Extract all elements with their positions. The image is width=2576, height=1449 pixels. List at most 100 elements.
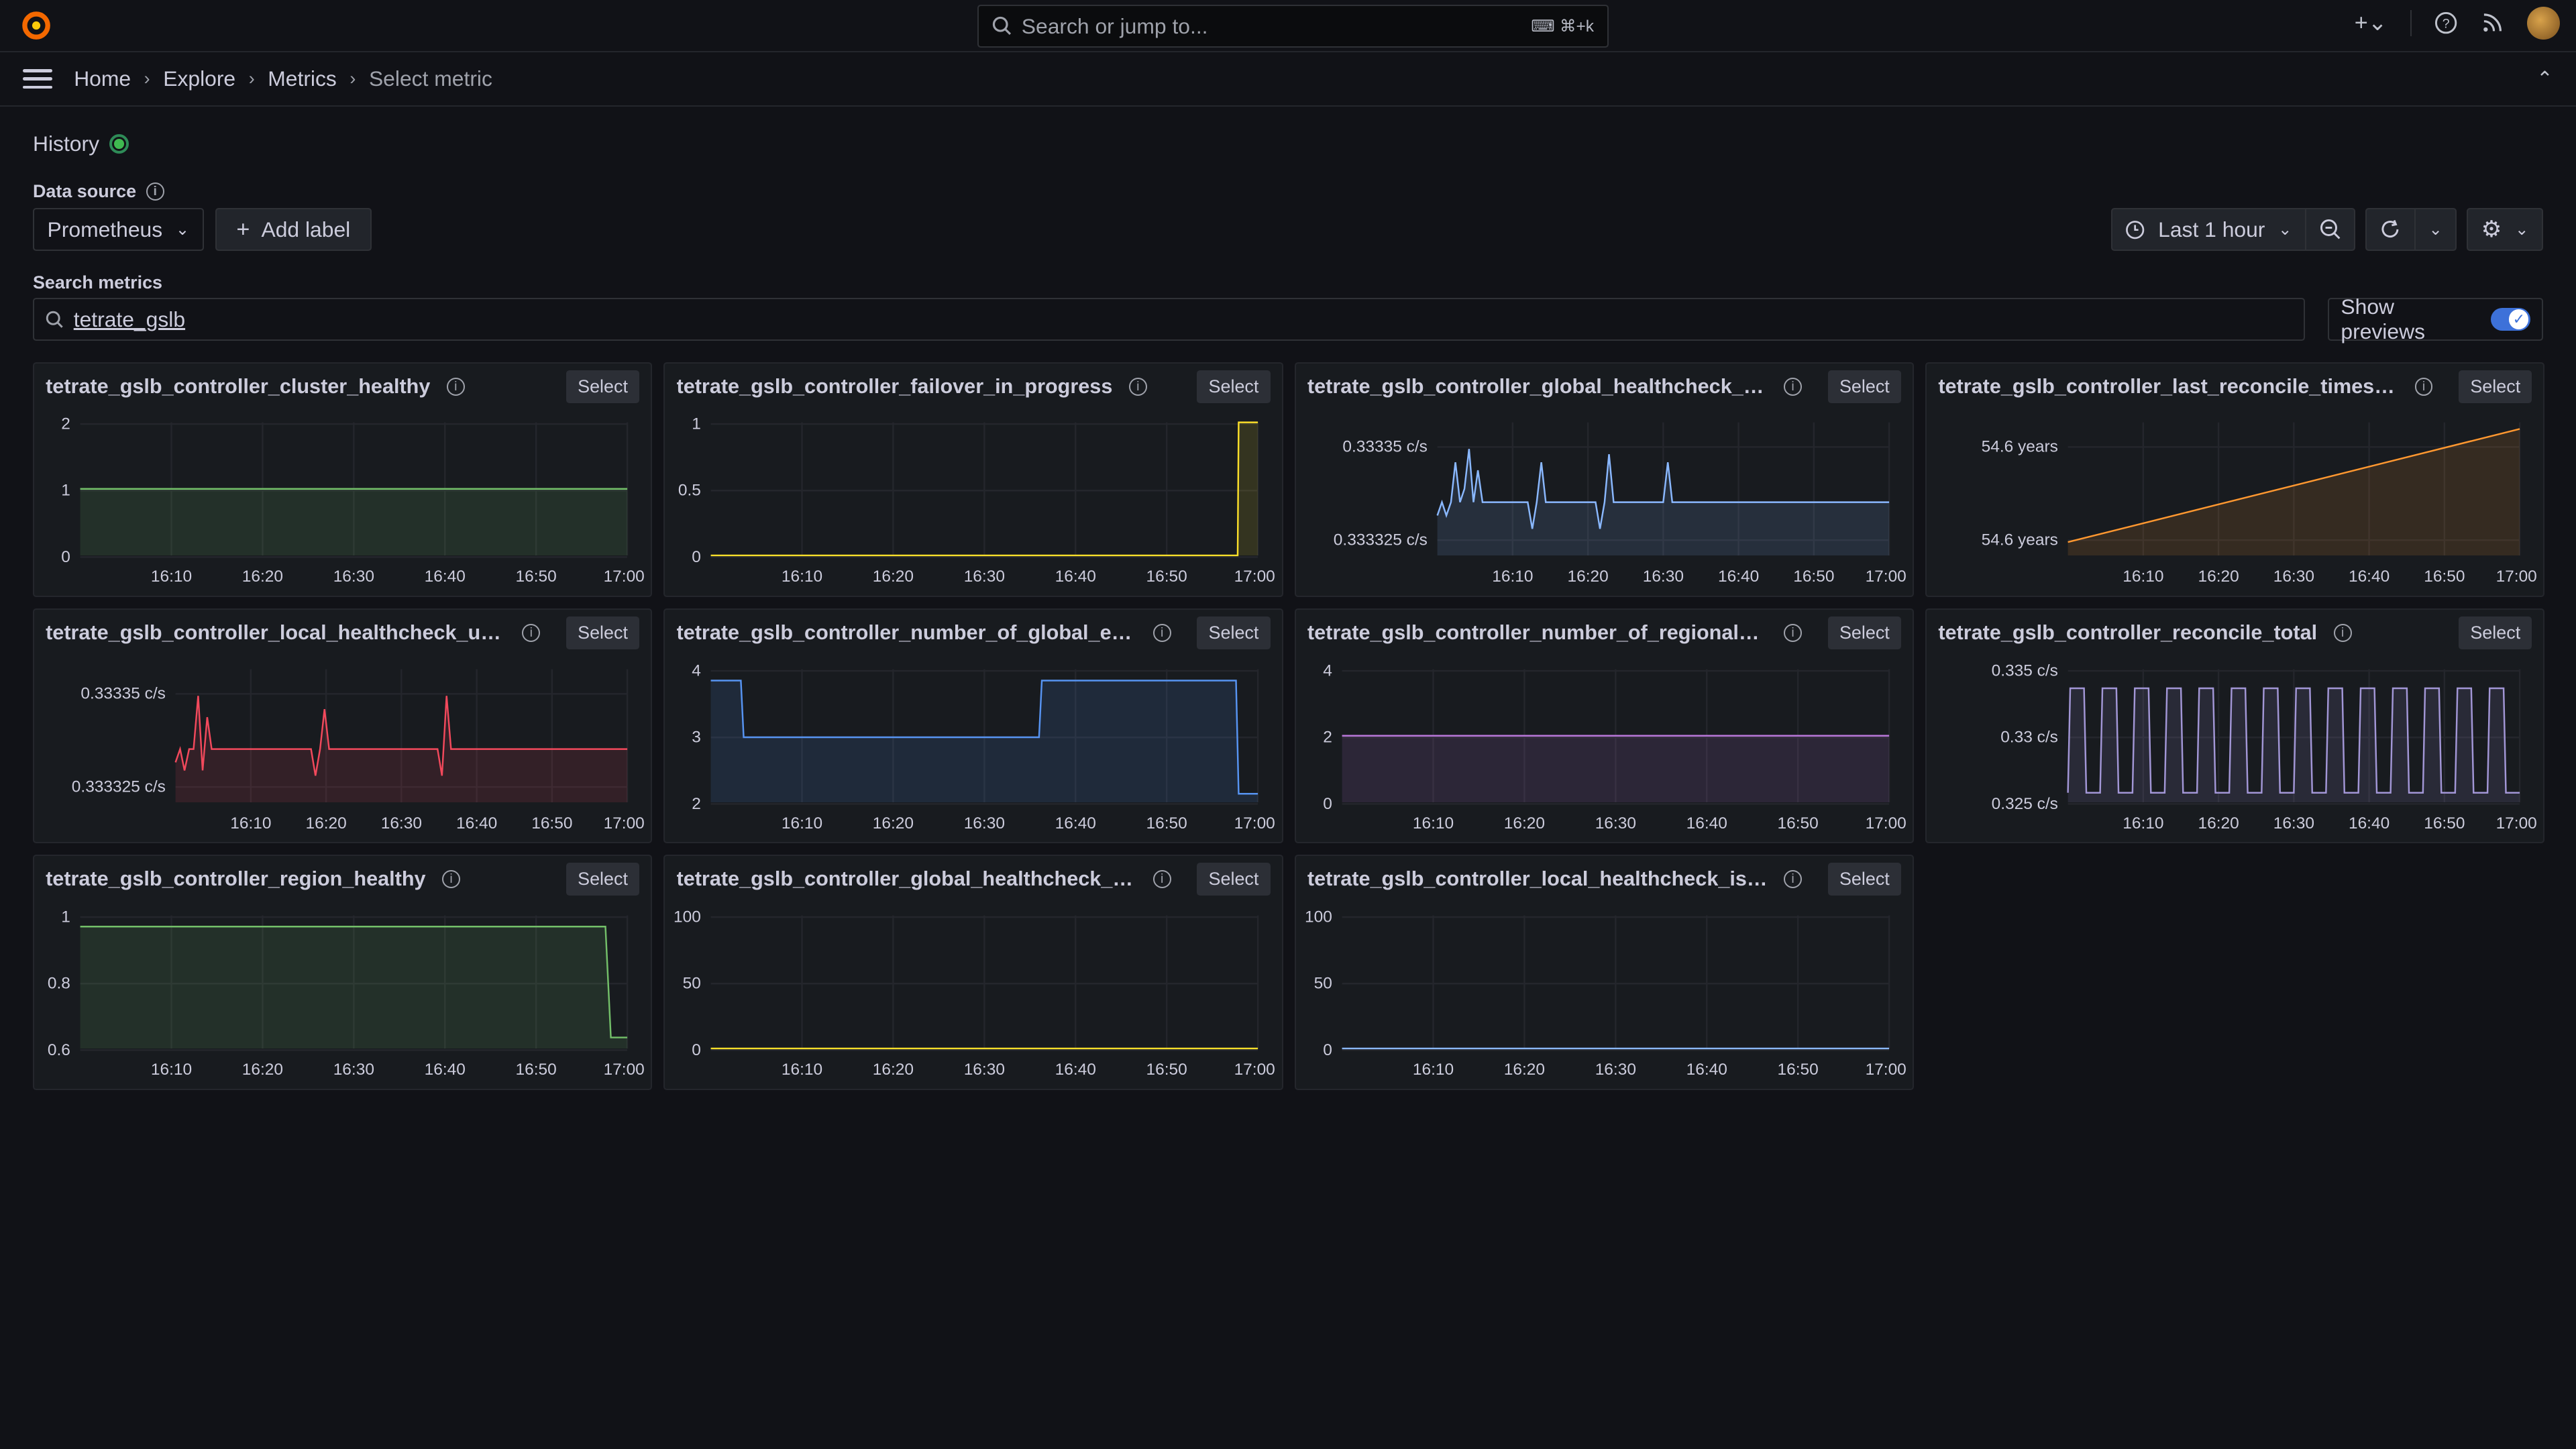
x-tick-label: 16:40 bbox=[1718, 568, 1759, 586]
x-tick-label: 16:40 bbox=[425, 568, 466, 586]
history-toggle[interactable]: History bbox=[33, 131, 2543, 156]
global-search-input[interactable]: Search or jump to... ⌨ ⌘+k bbox=[977, 5, 1609, 48]
select-button[interactable]: Select bbox=[2459, 370, 2532, 403]
settings-menu[interactable]: ⚙ ⌄ bbox=[2467, 208, 2544, 252]
y-tick-label: 0 bbox=[1323, 1041, 1332, 1059]
show-previews-toggle[interactable]: Show previews bbox=[2328, 294, 2544, 343]
y-tick-label: 2 bbox=[692, 794, 702, 812]
breadcrumb-explore[interactable]: Explore bbox=[163, 66, 236, 91]
panel-header: tetrate_gslb_controller_cluster_healthy i… bbox=[34, 364, 651, 410]
refresh-picker: ⌄ bbox=[2365, 208, 2457, 252]
chart: 2 1 0 16:10 16:20 16:30 16:40 16:50 17:00 bbox=[61, 415, 645, 586]
svg-text:?: ? bbox=[2443, 17, 2450, 32]
x-tick-label: 16:10 bbox=[230, 814, 271, 833]
history-status-icon bbox=[109, 133, 129, 154]
menu-icon[interactable] bbox=[23, 69, 53, 89]
select-button[interactable]: Select bbox=[1827, 616, 1901, 649]
x-tick-label: 17:00 bbox=[604, 814, 645, 833]
plus-icon[interactable]: +⌄ bbox=[2354, 10, 2387, 36]
info-icon[interactable]: i bbox=[446, 377, 465, 396]
select-button[interactable]: Select bbox=[566, 370, 640, 403]
y-tick-label: 0.6 bbox=[48, 1041, 70, 1059]
help-icon[interactable]: ? bbox=[2434, 11, 2457, 34]
x-tick-label: 16:50 bbox=[516, 568, 557, 586]
x-tick-label: 16:30 bbox=[333, 568, 374, 586]
series-line[interactable] bbox=[1436, 449, 1889, 529]
search-row: tetrate_gslb Show previews bbox=[32, 294, 2544, 343]
x-tick-label: 17:00 bbox=[604, 1061, 645, 1079]
zoom-out-button[interactable] bbox=[2305, 209, 2354, 250]
chevron-down-icon: ⌄ bbox=[175, 221, 190, 239]
select-button[interactable]: Select bbox=[566, 863, 640, 896]
breadcrumb-home[interactable]: Home bbox=[74, 66, 131, 91]
refresh-button[interactable] bbox=[2367, 209, 2414, 250]
panel-header: tetrate_gslb_controller_local_healthchec… bbox=[34, 610, 651, 656]
breadcrumb-metrics[interactable]: Metrics bbox=[268, 66, 337, 91]
select-button[interactable]: Select bbox=[1197, 370, 1271, 403]
x-tick-label: 16:50 bbox=[1777, 1061, 1818, 1079]
metrics-grid: tetrate_gslb_controller_cluster_healthy i… bbox=[32, 362, 2545, 1090]
x-tick-label: 17:00 bbox=[1234, 814, 1275, 833]
rss-icon[interactable] bbox=[2481, 11, 2504, 34]
info-icon[interactable]: i bbox=[1784, 377, 1803, 396]
y-tick-label: 0.325 c/s bbox=[1992, 794, 2058, 812]
settings-button[interactable]: ⚙ ⌄ bbox=[2468, 209, 2542, 250]
info-icon[interactable]: i bbox=[1784, 870, 1803, 889]
x-tick-label: 16:10 bbox=[2123, 814, 2163, 833]
x-tick-label: 16:50 bbox=[1146, 1061, 1187, 1079]
y-tick-label: 3 bbox=[692, 728, 702, 746]
y-tick-label: 0.333325 c/s bbox=[72, 777, 166, 796]
x-tick-label: 16:20 bbox=[305, 814, 346, 833]
select-button[interactable]: Select bbox=[1827, 863, 1901, 896]
x-tick-label: 16:30 bbox=[1595, 1061, 1635, 1079]
info-icon[interactable]: i bbox=[1152, 623, 1171, 642]
x-tick-label: 16:20 bbox=[873, 1061, 914, 1079]
info-icon[interactable]: i bbox=[1128, 377, 1147, 396]
metric-panel: tetrate_gslb_controller_local_healthchec… bbox=[32, 608, 653, 844]
top-bar: Search or jump to... ⌨ ⌘+k +⌄ ? bbox=[0, 0, 2576, 53]
select-button[interactable]: Select bbox=[1197, 863, 1271, 896]
info-icon[interactable]: i bbox=[1784, 623, 1803, 642]
metric-panel: tetrate_gslb_controller_cluster_healthy i… bbox=[32, 362, 653, 597]
select-button[interactable]: Select bbox=[566, 616, 640, 649]
add-label-button[interactable]: + Add label bbox=[215, 208, 372, 252]
toggle-switch[interactable] bbox=[2490, 307, 2530, 331]
select-button[interactable]: Select bbox=[1827, 370, 1901, 403]
series-line[interactable] bbox=[2067, 687, 2520, 794]
plus-icon: + bbox=[236, 216, 250, 242]
metric-panel: tetrate_gslb_controller_failover_in_prog… bbox=[663, 362, 1283, 597]
info-icon[interactable]: i bbox=[2333, 623, 2352, 642]
y-tick-label: 0.333325 c/s bbox=[1334, 531, 1428, 549]
series-line[interactable] bbox=[710, 421, 1258, 557]
metric-search-value: tetrate_gslb bbox=[73, 307, 186, 331]
info-icon[interactable]: i bbox=[1152, 870, 1171, 889]
chevron-down-icon: ⌄ bbox=[2514, 221, 2529, 239]
x-tick-label: 17:00 bbox=[1865, 814, 1906, 833]
panel-header: tetrate_gslb_controller_region_healthy i S… bbox=[34, 856, 651, 902]
avatar[interactable] bbox=[2526, 6, 2560, 40]
x-tick-label: 17:00 bbox=[1234, 568, 1275, 586]
refresh-interval-dropdown[interactable]: ⌄ bbox=[2414, 209, 2456, 250]
series-line[interactable] bbox=[2068, 428, 2520, 543]
series-line[interactable] bbox=[710, 679, 1258, 795]
metric-search-input[interactable]: tetrate_gslb bbox=[32, 298, 2305, 341]
data-source-select[interactable]: Prometheus ⌄ bbox=[32, 208, 204, 252]
x-tick-label: 16:30 bbox=[964, 814, 1005, 833]
panel-header: tetrate_gslb_controller_number_of_region… bbox=[1296, 610, 1913, 656]
series-line[interactable] bbox=[174, 695, 628, 776]
series-line[interactable] bbox=[80, 926, 628, 1038]
info-icon[interactable]: i bbox=[522, 623, 541, 642]
y-tick-label: 1 bbox=[61, 908, 70, 926]
select-button[interactable]: Select bbox=[1197, 616, 1271, 649]
info-icon[interactable]: i bbox=[2414, 377, 2433, 396]
y-tick-label: 1 bbox=[61, 482, 70, 500]
x-tick-label: 16:40 bbox=[2349, 568, 2390, 586]
search-metrics-label: Search metrics bbox=[32, 272, 163, 292]
info-icon[interactable]: i bbox=[146, 182, 164, 201]
chevron-up-icon[interactable]: ⌃ bbox=[2536, 68, 2553, 91]
chevron-down-icon: ⌄ bbox=[2428, 221, 2443, 239]
grafana-logo-icon[interactable] bbox=[16, 6, 56, 46]
time-range-button[interactable]: Last 1 hour ⌄ bbox=[2112, 209, 2305, 250]
select-button[interactable]: Select bbox=[2459, 616, 2532, 649]
info-icon[interactable]: i bbox=[442, 870, 460, 889]
